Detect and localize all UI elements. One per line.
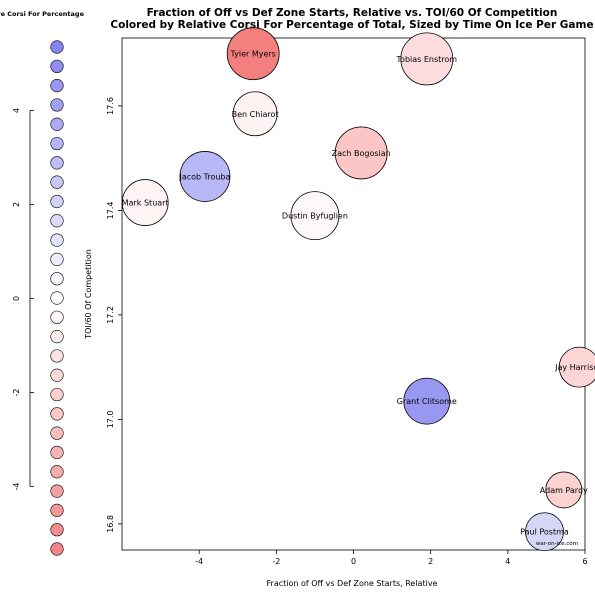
legend-swatch xyxy=(50,445,64,460)
legend-title: Relative Corsi For Percentage xyxy=(0,10,85,18)
legend-swatches xyxy=(50,40,64,556)
bubble-point xyxy=(545,471,583,509)
bubble-label: Jay Harrison xyxy=(554,363,595,372)
bubble-point xyxy=(334,126,388,180)
legend-swatch xyxy=(50,542,64,556)
bubble-label: Grant Clitsome xyxy=(397,397,457,406)
y-axis-label: TOI/60 Of Competition xyxy=(84,249,93,340)
legend-swatch xyxy=(50,79,64,93)
x-axis: -4 -2 0 2 4 6 xyxy=(195,550,588,566)
legend-swatch xyxy=(50,156,64,170)
legend-tick-label: 0 xyxy=(12,296,21,301)
legend-tick-label: -4 xyxy=(12,483,21,491)
bubble-point xyxy=(121,179,169,226)
y-tick-label: 16.8 xyxy=(106,515,115,533)
chart-title: Fraction of Off vs Def Zone Starts, Rela… xyxy=(147,7,558,19)
y-tick-label: 17.6 xyxy=(106,97,115,115)
legend-axis: 4 2 0 -2 -4 xyxy=(12,108,34,491)
bubble-point xyxy=(403,377,451,425)
y-axis: 16.8 17.0 17.2 17.4 17.6 xyxy=(106,97,122,533)
bubble-point xyxy=(558,346,595,388)
y-tick-label: 17.0 xyxy=(106,410,115,428)
legend-swatch xyxy=(50,136,64,151)
legend-swatch xyxy=(50,214,64,228)
y-tick-label: 17.2 xyxy=(106,306,115,324)
legend-swatch xyxy=(50,465,64,479)
legend-swatch xyxy=(50,272,64,286)
legend-swatch xyxy=(50,252,64,266)
legend-swatch xyxy=(50,175,64,189)
legend-swatch xyxy=(50,349,64,363)
bubble-label: Paul Postma xyxy=(520,528,569,537)
bubble-label: Adam Pardy xyxy=(540,486,588,495)
x-tick-label: 2 xyxy=(428,557,433,566)
legend-swatch xyxy=(50,407,64,421)
bubble-label: Ben Chiarot xyxy=(232,110,279,119)
legend-swatch xyxy=(50,98,64,112)
x-tick-label: -4 xyxy=(195,557,203,566)
bubble-label: Dustin Byfuglien xyxy=(282,212,348,221)
legend-swatch xyxy=(50,523,64,537)
legend-swatch xyxy=(50,484,64,498)
bubble-label: Zach Bogosian xyxy=(332,149,391,158)
bubble-point xyxy=(226,27,280,81)
bubbles-layer: Tyler Myers Tobias Enstrom Ben Chiarot Zach… xyxy=(121,27,595,552)
legend-swatch xyxy=(50,194,64,209)
x-tick-label: 0 xyxy=(351,557,356,566)
legend-swatch xyxy=(50,117,64,131)
bubble-label: Jacob Trouba xyxy=(178,172,230,181)
legend-swatch xyxy=(50,330,64,344)
bubble-point xyxy=(400,32,454,86)
legend-swatch xyxy=(50,310,64,324)
legend-tick-label: 2 xyxy=(12,202,21,207)
watermark: war-on-ice.com xyxy=(536,541,578,547)
legend-tick-label: -2 xyxy=(12,389,21,397)
legend-swatch xyxy=(50,59,64,73)
legend-swatch xyxy=(50,426,64,440)
legend-swatch xyxy=(50,503,64,517)
bubble-point xyxy=(525,512,564,552)
bubble-point xyxy=(290,191,340,241)
bubble-point xyxy=(179,151,231,202)
bubble-label: Tobias Enstrom xyxy=(396,55,458,64)
x-tick-label: -2 xyxy=(272,557,280,566)
legend-swatch xyxy=(50,40,64,54)
legend-swatch xyxy=(50,387,64,402)
bubble-label: Mark Stuart xyxy=(122,199,169,208)
bubble-point xyxy=(232,91,278,137)
legend-swatch xyxy=(50,368,64,382)
legend-tick-label: 4 xyxy=(12,108,21,113)
legend-swatch xyxy=(50,233,64,247)
y-tick-label: 17.4 xyxy=(106,202,115,220)
x-tick-label: 4 xyxy=(505,557,510,566)
chart-subtitle: Colored by Relative Corsi For Percentage… xyxy=(110,19,593,31)
bubble-label: Tyler Myers xyxy=(229,50,275,59)
plot-frame xyxy=(121,37,586,551)
legend-swatch xyxy=(50,291,64,305)
x-axis-label: Fraction of Off vs Def Zone Starts, Rela… xyxy=(267,579,438,588)
x-tick-label: 6 xyxy=(582,557,587,566)
